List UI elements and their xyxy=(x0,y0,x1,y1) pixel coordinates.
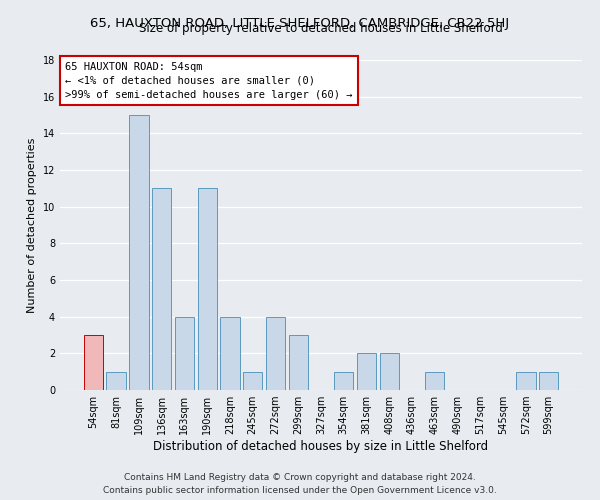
Bar xyxy=(175,316,194,390)
Bar xyxy=(516,372,536,390)
Bar xyxy=(334,372,353,390)
Title: Size of property relative to detached houses in Little Shelford: Size of property relative to detached ho… xyxy=(139,22,503,35)
Bar xyxy=(152,188,172,390)
Bar xyxy=(289,335,308,390)
Text: 65, HAUXTON ROAD, LITTLE SHELFORD, CAMBRIDGE, CB22 5HJ: 65, HAUXTON ROAD, LITTLE SHELFORD, CAMBR… xyxy=(91,18,509,30)
Bar xyxy=(357,354,376,390)
Text: 65 HAUXTON ROAD: 54sqm
← <1% of detached houses are smaller (0)
>99% of semi-det: 65 HAUXTON ROAD: 54sqm ← <1% of detached… xyxy=(65,62,353,100)
Bar xyxy=(539,372,558,390)
X-axis label: Distribution of detached houses by size in Little Shelford: Distribution of detached houses by size … xyxy=(154,440,488,453)
Text: Contains HM Land Registry data © Crown copyright and database right 2024.
Contai: Contains HM Land Registry data © Crown c… xyxy=(103,474,497,495)
Bar xyxy=(243,372,262,390)
Bar xyxy=(220,316,239,390)
Y-axis label: Number of detached properties: Number of detached properties xyxy=(27,138,37,312)
Bar xyxy=(380,354,399,390)
Bar xyxy=(425,372,445,390)
Bar xyxy=(197,188,217,390)
Bar xyxy=(84,335,103,390)
Bar xyxy=(106,372,126,390)
Bar xyxy=(266,316,285,390)
Bar xyxy=(129,115,149,390)
